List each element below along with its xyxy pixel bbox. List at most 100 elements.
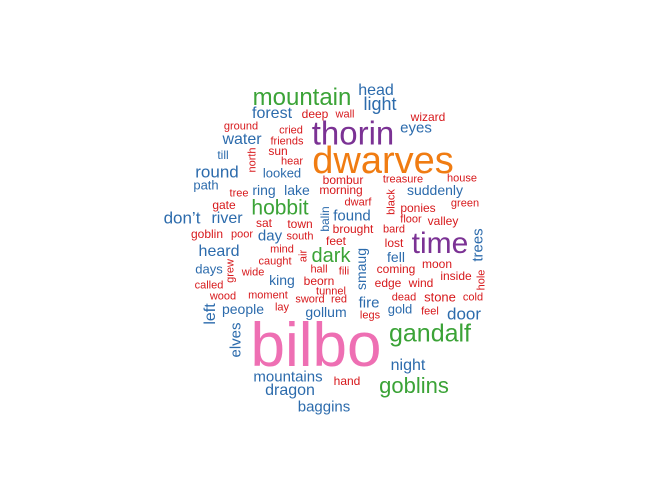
word-lay: lay — [274, 301, 290, 314]
word-goblins: goblins — [379, 373, 449, 398]
word-ground: ground — [223, 120, 259, 133]
word-wizard: wizard — [410, 110, 446, 124]
word-fili: fili — [338, 265, 350, 278]
word-forest: forest — [251, 105, 293, 122]
word-mind: mind — [270, 243, 294, 256]
word-beorn: beorn — [303, 274, 335, 288]
word-legs: legs — [359, 309, 381, 322]
word-stone: stone — [424, 289, 456, 305]
word-town: town — [287, 217, 313, 231]
word-hole: hole — [475, 269, 488, 291]
word-bombur: bombur — [322, 173, 364, 187]
word-brought: brought — [332, 222, 374, 236]
word-baggins: baggins — [297, 398, 351, 416]
word-feel: feel — [421, 305, 439, 318]
word-coming: coming — [376, 262, 416, 276]
word-balin: balin — [318, 206, 332, 232]
word-people: people — [221, 301, 265, 317]
word-wood: wood — [209, 290, 237, 303]
word-gold: gold — [387, 301, 413, 317]
word-hobbit: hobbit — [251, 196, 309, 220]
word-ring: ring — [252, 182, 276, 198]
word-trees: trees — [469, 228, 487, 262]
word-mountains: mountains — [253, 368, 323, 386]
word-light: light — [363, 94, 397, 114]
word-air: air — [297, 249, 310, 263]
word-green: green — [450, 197, 480, 210]
word-wall: wall — [335, 108, 355, 121]
word-lost: lost — [384, 236, 404, 250]
word-night: night — [390, 357, 426, 374]
word-inside: inside — [440, 269, 472, 283]
word-edge: edge — [374, 276, 402, 290]
word-fire: fire — [358, 294, 380, 312]
word-red: red — [331, 293, 347, 306]
word-house: house — [447, 172, 477, 185]
word-cried: cried — [279, 124, 303, 137]
word-poor: poor — [230, 228, 254, 241]
word-black: black — [385, 189, 398, 215]
word-left: left — [202, 303, 219, 325]
word-time: time — [411, 227, 469, 260]
word-hand: hand — [333, 374, 361, 388]
word-tree: tree — [229, 187, 249, 200]
word-hear: hear — [280, 155, 304, 168]
word-day: day — [257, 227, 283, 245]
word-caught: caught — [258, 255, 292, 268]
word-fell: fell — [387, 249, 405, 265]
word-north: north — [246, 147, 259, 173]
word-dead: dead — [391, 291, 417, 304]
word-round: round — [195, 162, 239, 182]
word-sword: sword — [295, 293, 325, 306]
word-morning: morning — [319, 183, 363, 197]
word-wind: wind — [408, 276, 434, 290]
word-feet: feet — [325, 234, 347, 248]
word-sun: sun — [268, 144, 288, 158]
word-dwarves: dwarves — [312, 140, 454, 182]
word-eyes: eyes — [400, 119, 432, 137]
word-thorin: thorin — [311, 114, 395, 152]
word-looked: looked — [262, 165, 302, 181]
word-hall: hall — [310, 263, 328, 276]
word-smaug: smaug — [353, 247, 369, 291]
word-mountain: mountain — [252, 84, 352, 111]
word-days: days — [195, 261, 223, 277]
word-door: door — [446, 304, 482, 324]
word-dragon: dragon — [265, 382, 315, 399]
word-floor: floor — [400, 213, 422, 226]
word-cold: cold — [462, 291, 484, 304]
word-found: found — [333, 207, 371, 225]
word-heard: heard — [198, 243, 240, 260]
word-south: south — [286, 230, 314, 243]
word-king: king — [269, 272, 295, 288]
word-sat: sat — [255, 216, 273, 230]
word-treasure: treasure — [382, 173, 424, 186]
word-moment: moment — [248, 289, 288, 302]
word-river: river — [211, 210, 243, 227]
word-goblin: goblin — [190, 227, 224, 241]
word-till: till — [217, 148, 229, 162]
word-water: water — [222, 131, 262, 148]
word-called: called — [194, 279, 224, 292]
word-dwarf: dwarf — [344, 196, 372, 209]
word-friends: friends — [270, 135, 304, 148]
word-path: path — [193, 177, 219, 193]
word-moon: moon — [421, 257, 453, 271]
word-lake: lake — [284, 182, 310, 198]
word-gate: gate — [212, 198, 236, 212]
word-head: head — [358, 82, 394, 99]
word-dont: don’t — [163, 208, 201, 228]
word-bilbo: bilbo — [250, 311, 382, 380]
word-valley: valley — [427, 214, 459, 228]
word-deep: deep — [301, 107, 329, 121]
word-grew: grew — [224, 259, 237, 283]
word-dark: dark — [311, 245, 351, 267]
word-ponies: ponies — [400, 201, 436, 215]
word-gandalf: gandalf — [388, 319, 472, 348]
word-gollum: gollum — [305, 304, 347, 320]
word-bard: bard — [382, 223, 406, 236]
word-wide: wide — [241, 266, 265, 279]
word-suddenly: suddenly — [406, 182, 464, 198]
word-elves: elves — [227, 322, 245, 358]
